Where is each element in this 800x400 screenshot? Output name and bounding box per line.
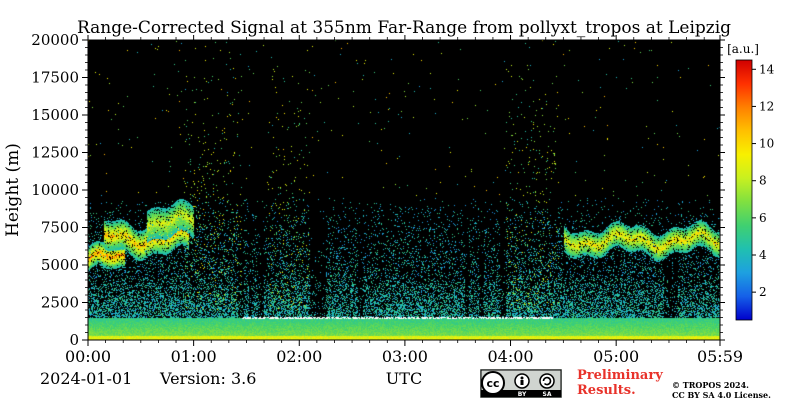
y-axis-label: Height (m) — [3, 143, 23, 237]
y-tick-label: 10000 — [31, 181, 79, 199]
colorbar: [a.u.] 2 4 6 8 10 12 14 — [727, 42, 775, 321]
colorbar-tick-label: 14 — [759, 62, 775, 76]
date-label: 2024-01-01 — [40, 369, 133, 388]
chart-title: Range-Corrected Signal at 355nm Far-Rang… — [77, 18, 731, 38]
y-tick-label: 7500 — [41, 219, 79, 237]
y-tick-label: 17500 — [31, 69, 79, 87]
x-tick-label: 03:00 — [382, 347, 428, 366]
x-tick-label: 05:00 — [593, 347, 639, 366]
x-axis: 00:00 01:00 02:00 03:00 04:00 05:00 05:59 — [65, 35, 743, 366]
plot-area — [87, 39, 721, 341]
colorbar-tick-label: 6 — [759, 211, 767, 225]
cc-license-badge: cc BY SA — [480, 369, 562, 398]
y-tick-label: 20000 — [31, 31, 79, 49]
copyright-note: © TROPOS 2024. CC BY SA 4.0 License. — [672, 380, 771, 400]
colorbar-scale — [735, 59, 753, 321]
y-tick-label: 12500 — [31, 144, 79, 162]
preliminary-line-1: Preliminary — [577, 368, 663, 383]
version-label: Version: 3.6 — [160, 369, 257, 388]
copyright-line-2: CC BY SA 4.0 License. — [672, 390, 771, 400]
svg-text:cc: cc — [486, 377, 499, 390]
preliminary-line-2: Results. — [577, 383, 636, 398]
y-tick-label: 5000 — [41, 256, 79, 274]
colorbar-tick-label: 12 — [759, 99, 774, 113]
y-axis: 0 2500 5000 7500 10000 12500 15000 17500 20000 — [31, 31, 725, 349]
colorbar-ticks: 2 4 6 8 10 12 14 — [752, 62, 775, 299]
colorbar-tick-label: 4 — [759, 248, 767, 262]
preliminary-results-note: Preliminary Results. — [577, 368, 672, 398]
sa-icon — [539, 373, 555, 389]
colorbar-tick-label: 2 — [759, 285, 767, 299]
copyright-line-1: © TROPOS 2024. — [672, 380, 749, 390]
y-tick-label: 2500 — [41, 294, 79, 312]
x-axis-label: UTC — [386, 369, 422, 388]
svg-text:SA: SA — [543, 391, 552, 398]
y-tick-label: 0 — [69, 331, 79, 349]
colorbar-unit: [a.u.] — [727, 42, 759, 56]
x-tick-label: 04:00 — [487, 347, 533, 366]
x-tick-label: 01:00 — [171, 347, 217, 366]
signal-heatmap — [88, 40, 720, 340]
x-tick-label: 00:00 — [65, 347, 111, 366]
y-tick-label: 15000 — [31, 106, 79, 124]
svg-text:BY: BY — [518, 391, 527, 398]
x-tick-label: 05:59 — [697, 347, 743, 366]
x-tick-label: 02:00 — [276, 347, 322, 366]
cc-icon — [481, 371, 505, 395]
colorbar-tick-label: 10 — [759, 137, 774, 151]
colorbar-tick-label: 8 — [759, 174, 767, 188]
